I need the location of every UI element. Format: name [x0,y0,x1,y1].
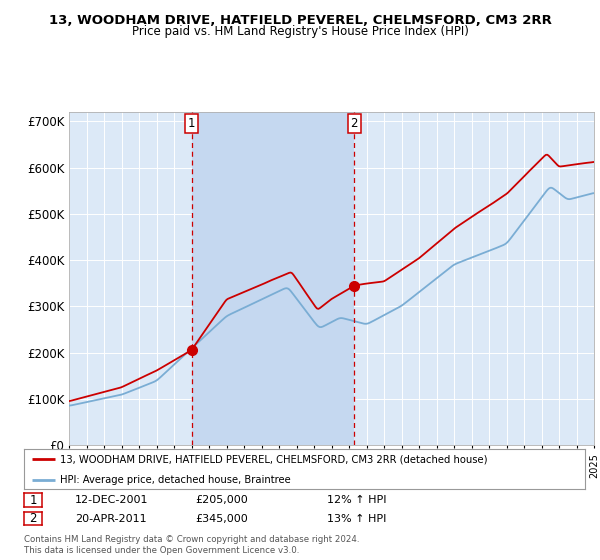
Text: Contains HM Land Registry data © Crown copyright and database right 2024.
This d: Contains HM Land Registry data © Crown c… [24,535,359,555]
Bar [191,112,354,445]
Text: 13% ↑ HPI: 13% ↑ HPI [327,514,386,524]
Text: £205,000: £205,000 [195,495,248,505]
Text: 1: 1 [29,493,37,507]
Text: 1: 1 [188,117,195,130]
Text: £345,000: £345,000 [195,514,248,524]
Text: 2: 2 [350,117,358,130]
Text: 12-DEC-2001: 12-DEC-2001 [75,495,149,505]
Text: 12% ↑ HPI: 12% ↑ HPI [327,495,386,505]
Text: 13, WOODHAM DRIVE, HATFIELD PEVEREL, CHELMSFORD, CM3 2RR (detached house): 13, WOODHAM DRIVE, HATFIELD PEVEREL, CHE… [61,454,488,464]
Text: 20-APR-2011: 20-APR-2011 [75,514,146,524]
Text: Price paid vs. HM Land Registry's House Price Index (HPI): Price paid vs. HM Land Registry's House … [131,25,469,38]
Text: HPI: Average price, detached house, Braintree: HPI: Average price, detached house, Brai… [61,475,291,485]
Text: 13, WOODHAM DRIVE, HATFIELD PEVEREL, CHELMSFORD, CM3 2RR: 13, WOODHAM DRIVE, HATFIELD PEVEREL, CHE… [49,14,551,27]
Text: 2: 2 [29,512,37,525]
